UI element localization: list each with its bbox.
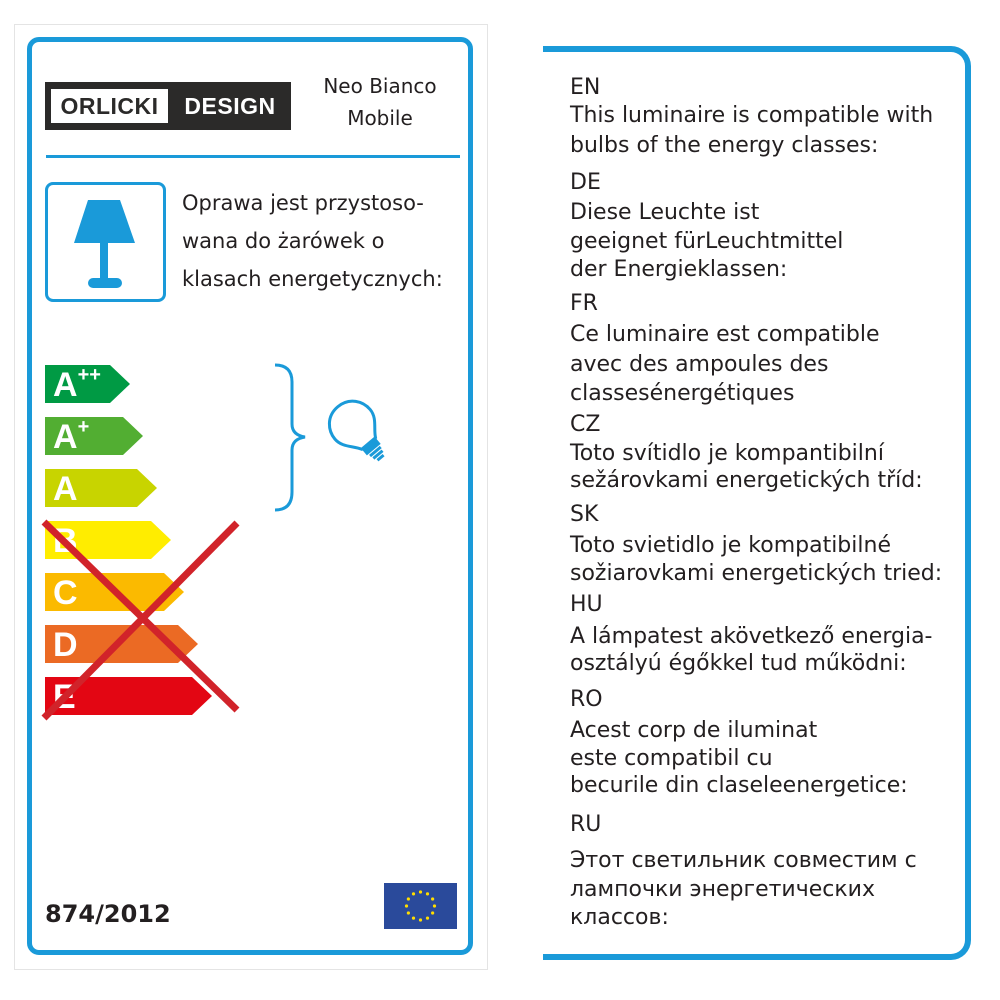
eu-star	[418, 890, 423, 894]
eu-star	[418, 918, 423, 922]
translation-line: лампочки энергетических	[570, 877, 875, 902]
translation-line: este compatibil cu	[570, 746, 773, 771]
language-code: HU	[570, 592, 603, 617]
translation-line: sežárovkami energetických tříd:	[570, 468, 923, 493]
language-code: RU	[570, 812, 602, 837]
regulation-number: 874/2012	[45, 900, 171, 928]
logo-right-text: DESIGN	[184, 93, 276, 119]
energy-class-letter: C	[53, 573, 78, 613]
class-letter: D	[53, 626, 78, 664]
translation-line: classesénergétiques	[570, 381, 795, 406]
energy-class-letter: D	[53, 625, 78, 665]
class-letter: C	[53, 574, 78, 612]
translation-line: A lámpatest akövetkező energia-	[570, 624, 933, 649]
energy-class-2: A	[45, 469, 157, 509]
energy-class-0: A++	[45, 365, 130, 405]
language-code: RO	[570, 687, 603, 712]
language-code: DE	[570, 170, 601, 195]
product-name-line1: Neo Bianco	[323, 74, 437, 98]
divider	[46, 155, 460, 158]
eu-star	[431, 897, 435, 901]
translation-line: bulbs of the energy classes:	[570, 133, 879, 158]
translation-line: avec des ampoules des	[570, 352, 829, 377]
class-letter: A	[53, 470, 78, 508]
energy-class-letter: A+	[53, 417, 89, 457]
translation-line: Ce luminaire est compatible	[570, 322, 880, 347]
product-name-line2: Mobile	[347, 106, 413, 130]
cross-out-icon	[41, 519, 240, 721]
polish-text-line: wana do żarówek o	[182, 229, 385, 253]
eu-star	[425, 892, 430, 896]
energy-label-panel	[27, 37, 473, 955]
translation-line: Toto svietidlo je kompatibilné	[570, 533, 891, 558]
eu-star	[411, 916, 416, 920]
language-code: EN	[570, 75, 601, 100]
class-superscript: +	[77, 416, 90, 438]
eu-flag-icon	[384, 883, 457, 929]
class-letter: A	[53, 418, 78, 456]
translation-line: osztályú égőkkel tud működni:	[570, 651, 907, 676]
translation-line: Toto svítidlo je kompantibilní	[570, 441, 884, 466]
energy-class-1: A+	[45, 417, 143, 457]
eu-star	[411, 892, 416, 896]
eu-star	[406, 911, 410, 915]
translation-line: sožiarovkami energetických tried:	[570, 561, 943, 586]
eu-star	[432, 904, 437, 908]
translation-line: becurile din claseleenergetice:	[570, 773, 908, 798]
translation-line: This luminaire is compatible with	[570, 103, 934, 128]
polish-text-line: Oprawa jest przystoso-	[182, 191, 424, 215]
translation-line: Acest corp de iluminat	[570, 718, 818, 743]
translation-line: geeignet fürLeuchtmittel	[570, 229, 844, 254]
eu-star	[425, 916, 430, 920]
class-letter: A	[53, 366, 78, 404]
language-code: FR	[570, 291, 598, 316]
eu-star	[431, 911, 435, 915]
energy-class-letter: A++	[53, 365, 101, 405]
translations-panel	[543, 46, 971, 960]
language-code: CZ	[570, 412, 601, 437]
language-code: SK	[570, 502, 599, 527]
energy-class-letter: A	[53, 469, 78, 509]
logo-left-text: ORLICKI	[51, 89, 168, 123]
translation-line: Diese Leuchte ist	[570, 200, 760, 225]
light-bulb-icon	[327, 399, 385, 462]
bracket-icon	[274, 363, 306, 512]
eu-star	[406, 897, 410, 901]
eu-star	[404, 904, 409, 908]
polish-text-line: klasach energetycznych:	[182, 267, 443, 291]
translation-line: Этот светильник совместим с	[570, 848, 917, 873]
class-superscript: ++	[77, 364, 101, 386]
label-outline	[14, 24, 488, 970]
brand-logo: ORLICKI DESIGN	[45, 82, 291, 130]
table-lamp-icon	[45, 182, 166, 302]
translation-line: классов:	[570, 905, 669, 930]
translation-line: der Energieklassen:	[570, 257, 788, 282]
